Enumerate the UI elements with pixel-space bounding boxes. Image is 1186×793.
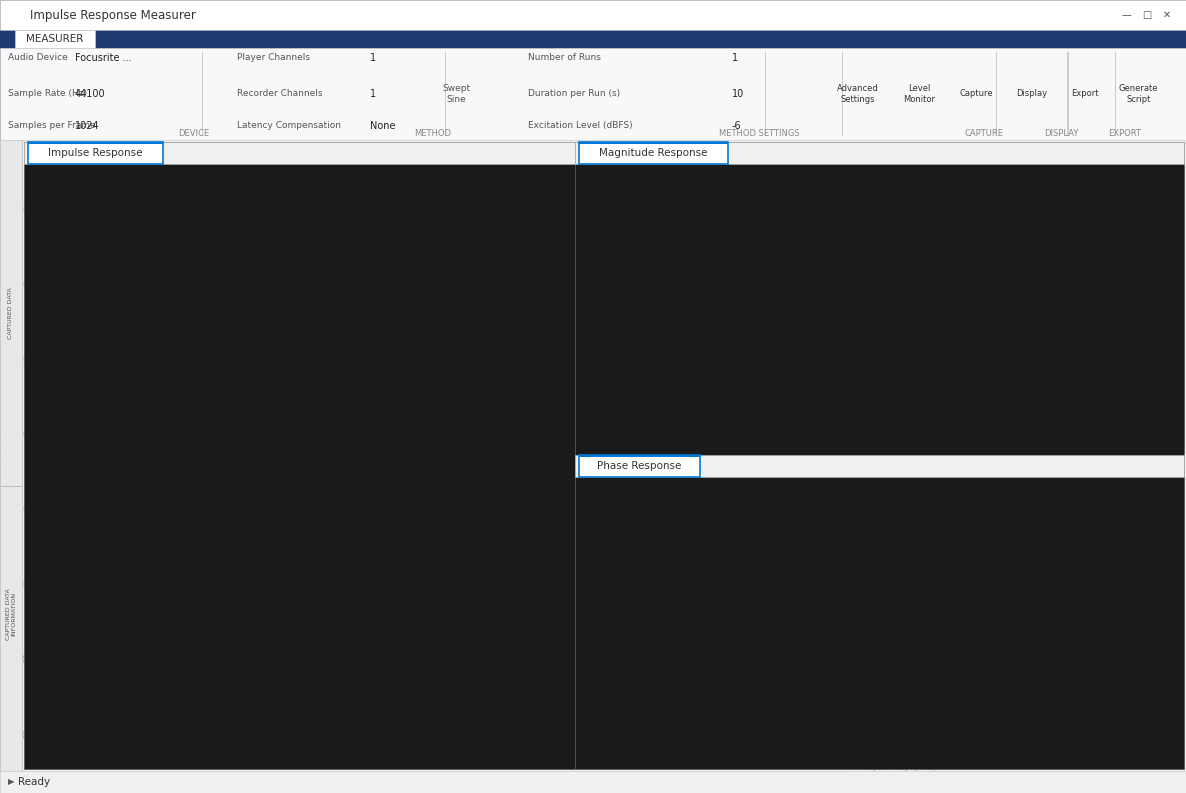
Text: 1: 1 — [370, 89, 376, 99]
Text: Advanced
Settings: Advanced Settings — [836, 84, 879, 104]
Text: Swept
Sine: Swept Sine — [442, 84, 471, 104]
Text: Impulse Response Measurer: Impulse Response Measurer — [30, 9, 196, 21]
Text: 1: 1 — [370, 52, 376, 63]
Text: EXPORT: EXPORT — [1108, 129, 1141, 138]
Text: 1: 1 — [732, 52, 738, 63]
Text: Player Channels: Player Channels — [237, 53, 311, 62]
Text: Capture: Capture — [959, 90, 993, 98]
Text: Generate
Script: Generate Script — [1118, 84, 1159, 104]
Text: 1024: 1024 — [75, 121, 100, 131]
Text: Excitation Level (dBFS): Excitation Level (dBFS) — [528, 121, 632, 130]
X-axis label: Frequency (Hz): Frequency (Hz) — [852, 761, 936, 772]
Text: METHOD: METHOD — [414, 129, 452, 138]
Text: DISPLAY: DISPLAY — [1045, 129, 1078, 138]
Text: 10: 10 — [732, 89, 744, 99]
Text: None: None — [370, 121, 396, 131]
Text: METHOD SETTINGS: METHOD SETTINGS — [719, 129, 799, 138]
Text: ▶: ▶ — [8, 777, 14, 787]
Y-axis label: Magnitude (dB): Magnitude (dB) — [563, 263, 573, 350]
Text: Display: Display — [1016, 90, 1047, 98]
Text: Export: Export — [1071, 90, 1099, 98]
Text: CAPTURE: CAPTURE — [965, 129, 1003, 138]
X-axis label: Time (s): Time (s) — [289, 757, 336, 768]
Text: —: — — [1122, 10, 1131, 20]
Text: Magnitude Response: Magnitude Response — [599, 148, 708, 158]
Text: Sample Rate (Hz): Sample Rate (Hz) — [8, 90, 88, 98]
Text: □: □ — [1142, 10, 1152, 20]
X-axis label: Frequency (Hz): Frequency (Hz) — [852, 469, 936, 479]
Text: Recorder Channels: Recorder Channels — [237, 90, 323, 98]
Text: Duration per Run (s): Duration per Run (s) — [528, 90, 620, 98]
Text: Audio Device: Audio Device — [8, 53, 68, 62]
Text: CAPTURED DATA
INFORMATION: CAPTURED DATA INFORMATION — [6, 588, 17, 640]
Text: Number of Runs: Number of Runs — [528, 53, 600, 62]
Y-axis label: Phase (radians): Phase (radians) — [544, 566, 554, 653]
Text: ✕: ✕ — [1163, 10, 1171, 20]
Text: Samples per Frame: Samples per Frame — [8, 121, 96, 130]
Text: Impulse Response: Impulse Response — [49, 148, 142, 158]
Text: DEVICE: DEVICE — [178, 129, 209, 138]
Text: Ready: Ready — [18, 777, 50, 787]
Text: -6: -6 — [732, 121, 741, 131]
Text: Focusrite ...: Focusrite ... — [75, 52, 132, 63]
Text: 44100: 44100 — [75, 89, 106, 99]
Text: Phase Response: Phase Response — [598, 462, 682, 472]
Y-axis label: Amplitude: Amplitude — [0, 428, 9, 485]
Text: MEASURER: MEASURER — [26, 34, 84, 44]
Text: Level
Monitor: Level Monitor — [904, 84, 935, 104]
Text: CAPTURED DATA: CAPTURED DATA — [8, 288, 13, 339]
Text: Latency Compensation: Latency Compensation — [237, 121, 342, 130]
